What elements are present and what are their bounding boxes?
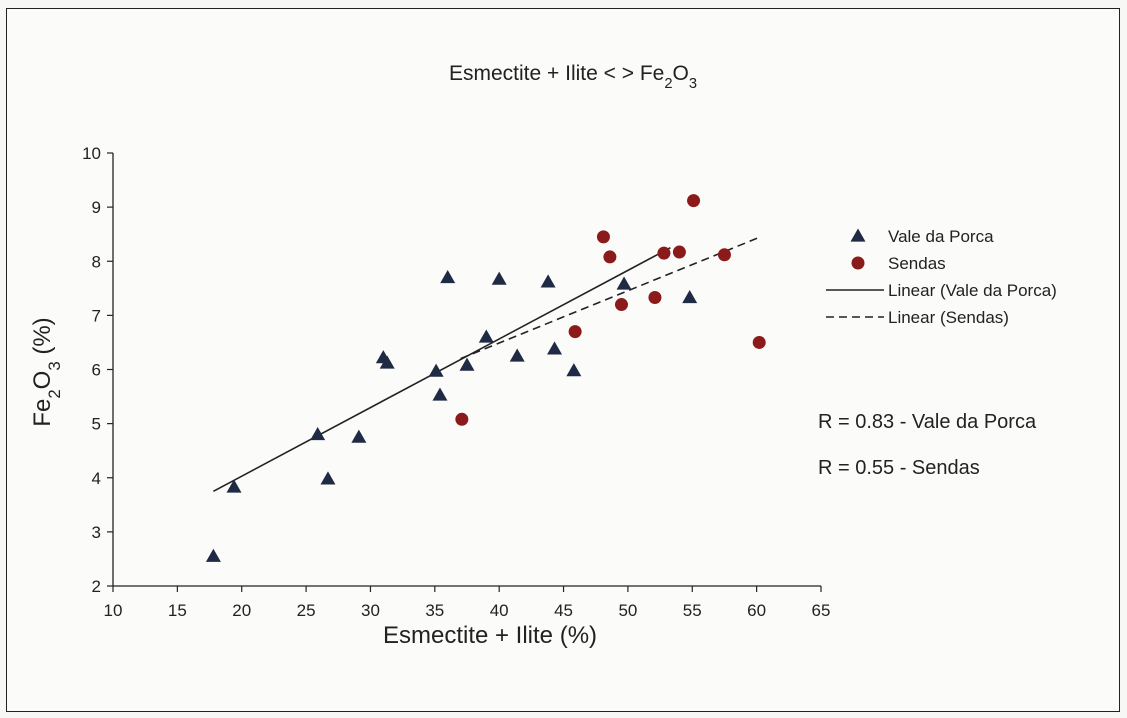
data-point	[310, 426, 326, 441]
trendline-solid	[213, 247, 671, 492]
x-tick-label: 25	[297, 601, 316, 620]
x-tick-label: 20	[232, 601, 251, 620]
x-tick-label: 45	[554, 601, 573, 620]
data-point	[509, 348, 525, 362]
x-tick-label: 10	[104, 601, 123, 620]
legend-marker-triangle	[850, 228, 866, 242]
y-tick-label: 6	[92, 361, 101, 380]
legend-marker-circle	[851, 256, 865, 270]
data-point	[648, 291, 662, 305]
y-tick-label: 7	[92, 306, 101, 325]
chart-title: Esmectite + Ilite < > Fe2​O3​	[449, 62, 697, 92]
data-point	[491, 271, 507, 285]
x-tick-label: 35	[425, 601, 444, 620]
series-triangle	[205, 269, 698, 562]
data-point	[459, 357, 475, 371]
x-axis-label: Esmectite + Ilite (%)	[383, 622, 597, 649]
annotation-r-vale-da-porca: R = 0.83 - Vale da Porca	[818, 411, 1037, 433]
x-tick-label: 55	[683, 601, 702, 620]
data-point	[226, 479, 242, 493]
data-point	[547, 341, 563, 355]
data-point	[672, 245, 686, 259]
y-tick-label: 3	[92, 523, 101, 542]
x-tick-label: 40	[490, 601, 509, 620]
data-point	[205, 548, 221, 562]
data-point	[568, 325, 582, 339]
data-point	[320, 471, 336, 485]
data-point	[428, 363, 444, 377]
data-point	[540, 274, 556, 288]
x-tick-label: 50	[618, 601, 637, 620]
data-point	[432, 387, 448, 401]
legend-label: Linear (Sendas)	[888, 308, 1009, 327]
x-tick-label: 65	[812, 601, 831, 620]
data-point	[657, 246, 671, 260]
chart-frame	[6, 8, 1120, 712]
legend-label: Linear (Vale da Porca)	[888, 281, 1057, 300]
x-tick-label: 30	[361, 601, 380, 620]
data-point	[379, 355, 395, 369]
x-tick-label: 60	[747, 601, 766, 620]
data-point	[351, 429, 367, 443]
y-axis-label: Fe2​O3​ (%)	[29, 317, 64, 426]
data-point	[687, 194, 701, 208]
data-point	[614, 298, 628, 312]
series-circle	[455, 194, 766, 426]
y-tick-label: 9	[92, 198, 101, 217]
data-point	[752, 335, 766, 349]
x-tick-label: 15	[168, 601, 187, 620]
y-tick-label: 8	[92, 252, 101, 271]
data-point	[596, 230, 610, 244]
y-tick-label: 10	[82, 144, 101, 163]
data-point	[717, 248, 731, 262]
legend: Vale da Porca Sendas Linear (Vale da Porca…	[826, 227, 1057, 327]
legend-label: Vale da Porca	[888, 227, 994, 246]
y-tick-label: 5	[92, 415, 101, 434]
data-point	[682, 290, 698, 304]
data-point	[455, 412, 469, 426]
data-point	[566, 363, 582, 377]
legend-label: Sendas	[888, 254, 946, 273]
annotation-r-sendas: R = 0.55 - Sendas	[818, 457, 980, 479]
data-point	[603, 250, 617, 264]
data-point	[440, 269, 456, 284]
y-tick-label: 2	[92, 577, 101, 596]
data-point	[478, 329, 494, 343]
y-tick-label: 4	[92, 469, 101, 488]
trendline-dashed	[460, 236, 761, 360]
data-point	[616, 276, 632, 290]
